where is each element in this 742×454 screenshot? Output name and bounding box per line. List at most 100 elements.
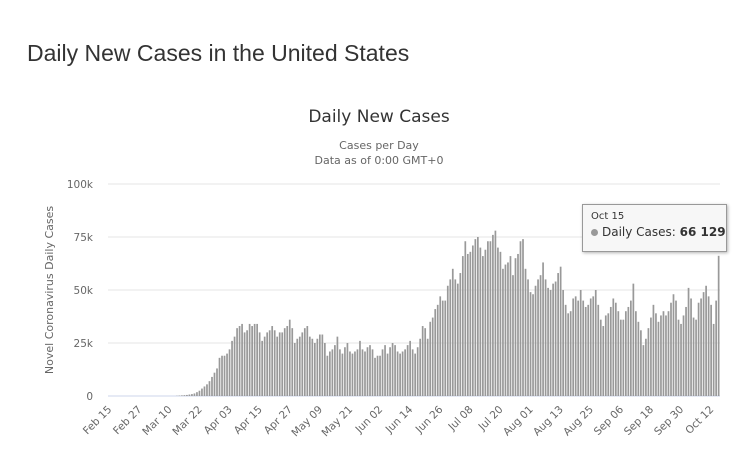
bar[interactable] (263, 336, 266, 396)
bar[interactable] (256, 323, 258, 396)
bar[interactable] (293, 343, 296, 396)
bar[interactable] (451, 268, 454, 396)
bar[interactable] (522, 239, 524, 396)
bar[interactable] (434, 309, 437, 396)
bar[interactable] (577, 300, 580, 396)
bar[interactable] (369, 345, 371, 396)
bar[interactable] (246, 330, 248, 396)
bar[interactable] (211, 376, 213, 396)
bar[interactable] (717, 255, 720, 396)
bar[interactable] (635, 311, 637, 396)
bar[interactable] (318, 334, 321, 396)
bar[interactable] (231, 340, 233, 396)
bar[interactable] (715, 300, 717, 396)
bar[interactable] (557, 273, 559, 396)
bar[interactable] (278, 332, 281, 396)
bar[interactable] (286, 326, 289, 396)
bar[interactable] (298, 336, 301, 396)
bar[interactable] (544, 279, 547, 396)
bar[interactable] (313, 343, 316, 396)
bar[interactable] (324, 343, 326, 396)
bar[interactable] (223, 355, 226, 396)
bar[interactable] (630, 300, 632, 396)
bar[interactable] (296, 338, 299, 396)
bar[interactable] (374, 357, 376, 396)
bar[interactable] (645, 338, 647, 396)
bar[interactable] (682, 315, 685, 396)
bar[interactable] (494, 230, 497, 396)
bar[interactable] (359, 340, 361, 396)
bar[interactable] (665, 315, 667, 396)
bar[interactable] (712, 323, 715, 396)
bar[interactable] (344, 347, 346, 396)
bar[interactable] (667, 311, 670, 396)
bar[interactable] (509, 256, 512, 396)
bar[interactable] (276, 336, 279, 396)
bar[interactable] (499, 251, 502, 396)
bar[interactable] (487, 241, 489, 396)
bar[interactable] (266, 332, 269, 396)
bar[interactable] (446, 285, 449, 396)
bar[interactable] (321, 334, 324, 396)
bar[interactable] (567, 313, 570, 396)
bar[interactable] (612, 298, 615, 396)
bar[interactable] (642, 345, 645, 396)
bar[interactable] (311, 338, 314, 396)
bar[interactable] (707, 296, 710, 396)
bar[interactable] (504, 264, 507, 396)
bar[interactable] (652, 304, 655, 396)
bar[interactable] (647, 328, 650, 396)
bar[interactable] (524, 268, 527, 396)
bar[interactable] (479, 247, 482, 396)
bar[interactable] (379, 355, 381, 396)
bar[interactable] (268, 330, 271, 396)
bar[interactable] (389, 347, 391, 396)
bar[interactable] (552, 283, 554, 396)
bar[interactable] (381, 349, 384, 396)
bar[interactable] (527, 279, 529, 396)
bar[interactable] (346, 343, 349, 396)
bar[interactable] (461, 256, 464, 396)
bar[interactable] (710, 304, 712, 396)
bar[interactable] (554, 281, 557, 396)
bar[interactable] (208, 381, 211, 396)
bar[interactable] (326, 355, 329, 396)
bar[interactable] (253, 323, 256, 396)
bar[interactable] (198, 390, 201, 396)
bar[interactable] (421, 326, 424, 396)
bar[interactable] (589, 298, 592, 396)
bar[interactable] (429, 321, 432, 396)
bar[interactable] (411, 349, 414, 396)
bar[interactable] (692, 317, 695, 396)
bar[interactable] (376, 355, 379, 396)
bar[interactable] (291, 328, 294, 396)
bar[interactable] (218, 357, 221, 396)
bar[interactable] (316, 338, 319, 396)
bar[interactable] (464, 241, 467, 396)
bar[interactable] (238, 326, 241, 396)
bar[interactable] (617, 311, 620, 396)
bar[interactable] (454, 279, 457, 396)
bar[interactable] (502, 268, 504, 396)
bar[interactable] (391, 343, 394, 396)
bar[interactable] (306, 326, 309, 396)
bar[interactable] (489, 241, 492, 396)
bar[interactable] (386, 353, 389, 396)
bar[interactable] (655, 313, 657, 396)
bar[interactable] (361, 349, 364, 396)
bar[interactable] (660, 315, 662, 396)
bar[interactable] (301, 332, 304, 396)
bar[interactable] (619, 319, 622, 396)
bar[interactable] (534, 285, 537, 396)
bar[interactable] (690, 298, 692, 396)
bar[interactable] (419, 338, 422, 396)
bar[interactable] (569, 311, 572, 396)
bar[interactable] (351, 353, 354, 396)
bar[interactable] (637, 321, 640, 396)
bar[interactable] (614, 302, 617, 396)
bar[interactable] (687, 287, 690, 396)
bar[interactable] (308, 336, 311, 396)
bar[interactable] (329, 351, 331, 396)
bar[interactable] (426, 338, 429, 396)
bar[interactable] (482, 256, 484, 396)
